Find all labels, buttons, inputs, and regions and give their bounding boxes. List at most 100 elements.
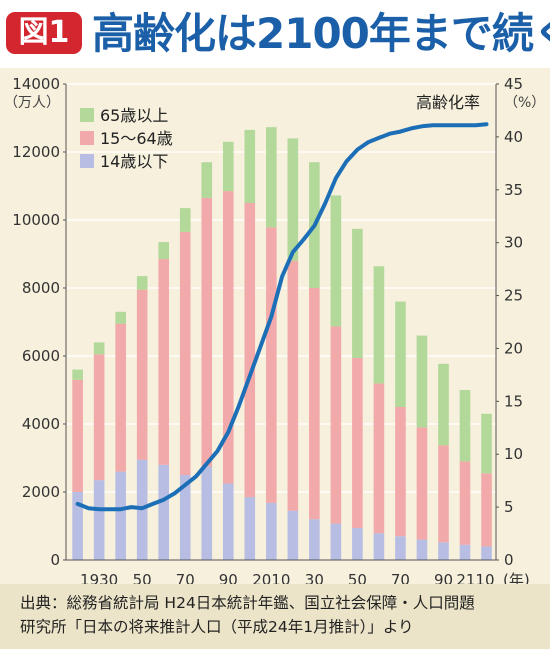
bar-segment-0-14 [459, 544, 471, 560]
bar-segment-65plus [222, 141, 234, 192]
x-tick-label: 90 [434, 571, 453, 584]
aging-rate-label: 高齢化率 [416, 93, 480, 112]
bar-segment-0-14 [179, 475, 191, 560]
bar-segment-0-14 [287, 510, 299, 560]
bar-segment-15-64 [481, 473, 492, 547]
bar-segment-65plus [352, 228, 363, 359]
legend-label-15-64: 15〜64歳 [100, 129, 173, 148]
bar-segment-0-14 [395, 536, 406, 560]
bar-segment-0-14 [201, 466, 213, 560]
bar-segment-15-64 [309, 288, 320, 520]
bar-segment-15-64 [438, 445, 449, 543]
bar-segment-0-14 [222, 483, 234, 560]
bars [72, 127, 492, 560]
legend-label-14: 14歳以下 [100, 152, 168, 171]
bar-segment-15-64 [136, 289, 148, 460]
x-tick-label: 2110 [456, 571, 494, 584]
legend-swatch-14 [80, 154, 94, 168]
chart-title: 高齢化は2100年まで続く [92, 9, 550, 58]
y-left-tick-label: 14000 [12, 75, 60, 93]
source-line-2: 研究所「日本の将来推計人口（平成24年1月推計）」より [20, 618, 414, 636]
bar-segment-0-14 [158, 464, 170, 560]
y-right-tick-label: 35 [504, 181, 523, 199]
source-note: 出典：総務省統計局 H24日本統計年鑑、国立社会保障・人口問題 研究所「日本の将… [0, 584, 550, 649]
bar-segment-15-64 [158, 259, 170, 465]
bar-segment-0-14 [416, 539, 428, 560]
bar-segment-65plus [136, 276, 148, 290]
x-tick-label: 90 [219, 571, 238, 584]
bar-segment-65plus [115, 311, 126, 324]
bar-segment-65plus [158, 242, 170, 260]
bar-segment-0-14 [93, 480, 105, 560]
y-left-tick-label: 6000 [22, 347, 60, 365]
chart: 0 2000 4000 6000 8000 10000 12000 14000 0 5 10 15 2… [4, 75, 545, 584]
bar-segment-65plus [438, 363, 449, 446]
axes [65, 84, 497, 561]
bar-segment-15-64 [222, 191, 234, 484]
y-axis-left: 0 2000 4000 6000 8000 10000 12000 14000 [12, 75, 66, 569]
bar-segment-0-14 [481, 546, 492, 560]
bar-segment-65plus [459, 390, 471, 462]
x-tick-label: 30 [305, 571, 324, 584]
bar-segment-15-64 [72, 379, 83, 492]
bar-segment-0-14 [373, 533, 385, 560]
x-tick-label: 70 [391, 571, 410, 584]
bar-segment-0-14 [309, 519, 320, 560]
bar-segment-0-14 [115, 471, 126, 560]
bar-segment-65plus [330, 195, 342, 327]
x-tick-label: 70 [176, 571, 195, 584]
bar-segment-0-14 [438, 542, 449, 560]
y-right-tick-label: 10 [504, 445, 523, 463]
bar-segment-65plus [201, 162, 213, 198]
bar-segment-65plus [179, 208, 191, 232]
bar-segment-65plus [266, 127, 277, 228]
aging-rate-line [75, 122, 489, 512]
y-right-tick-label: 30 [504, 234, 523, 252]
x-tick-label: 50 [348, 571, 367, 584]
bar-segment-65plus [373, 266, 385, 384]
bar-segment-15-64 [287, 260, 299, 511]
y-left-tick-label: 2000 [22, 483, 60, 501]
bar-segment-0-14 [266, 502, 277, 560]
bar-segment-0-14 [330, 523, 342, 560]
y-right-tick-label: 45 [504, 75, 523, 93]
y-left-tick-label: 4000 [22, 415, 60, 433]
y-right-tick-label: 5 [504, 498, 514, 516]
y-left-tick-label: 0 [50, 551, 60, 569]
x-tick-label: 1930 [80, 571, 118, 584]
bar-segment-65plus [244, 129, 256, 203]
bar-segment-0-14 [352, 528, 363, 560]
bar-segment-15-64 [266, 227, 277, 503]
y-right-tick-label: 25 [504, 287, 523, 305]
bar-segment-0-14 [244, 497, 256, 560]
bar-segment-65plus [481, 413, 492, 474]
y-right-unit: （%） [504, 95, 545, 111]
bar-segment-15-64 [373, 383, 385, 534]
bar-segment-15-64 [93, 354, 105, 481]
bar-segment-0-14 [72, 492, 83, 560]
y-left-unit: （万人） [4, 95, 60, 111]
bar-segment-15-64 [416, 427, 428, 540]
y-right-tick-label: 15 [504, 392, 523, 410]
bar-segment-65plus [416, 335, 428, 428]
source-line-1: 出典：総務省統計局 H24日本統計年鑑、国立社会保障・人口問題 [20, 594, 475, 612]
y-right-tick-label: 0 [504, 551, 514, 569]
legend-swatch-65 [80, 108, 94, 122]
header: 図1 高齢化は2100年まで続く [0, 0, 550, 68]
legend-swatch-15-64 [80, 131, 94, 145]
bar-segment-65plus [72, 369, 83, 380]
bar-segment-15-64 [115, 323, 126, 472]
y-left-tick-label: 8000 [22, 279, 60, 297]
bar-segment-15-64 [395, 407, 406, 537]
y-left-tick-label: 10000 [12, 211, 60, 229]
x-tick-label: 50 [133, 571, 152, 584]
bar-segment-15-64 [459, 461, 471, 545]
y-right-tick-label: 40 [504, 128, 523, 146]
y-right-tick-label: 20 [504, 339, 523, 357]
x-axis-unit: (年) [503, 571, 530, 584]
x-axis: 1930 50 70 90 2010 30 50 70 90 2110 [80, 571, 494, 584]
y-left-tick-label: 12000 [12, 143, 60, 161]
bar-segment-15-64 [179, 231, 191, 475]
legend-label-65: 65歳以上 [100, 106, 168, 125]
